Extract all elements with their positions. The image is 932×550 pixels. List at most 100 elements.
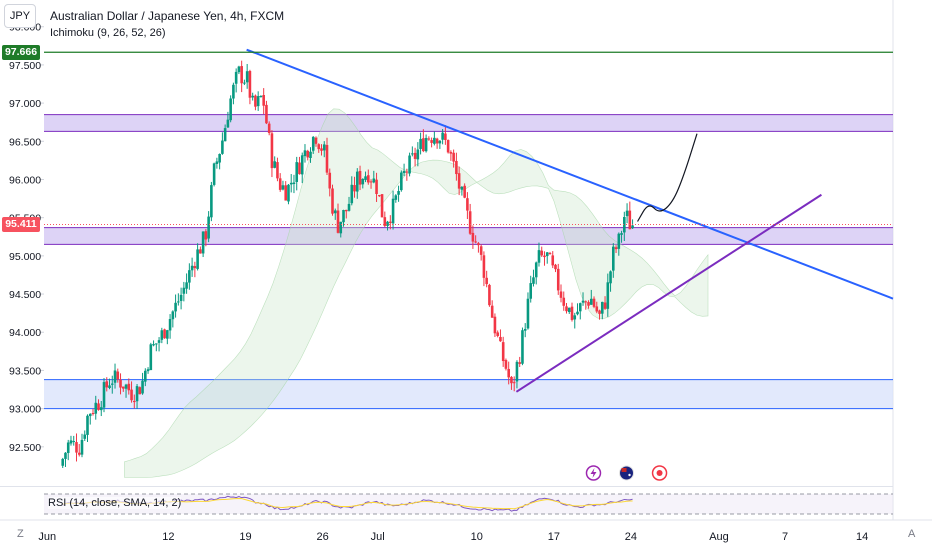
chart-title: Australian Dollar / Japanese Yen, 4h, FX… <box>50 9 285 23</box>
candle <box>171 310 175 328</box>
candle-body <box>427 138 431 140</box>
symbol-button[interactable]: JPY <box>4 4 36 28</box>
x-tick-label: 19 <box>239 531 251 543</box>
candle-body <box>419 138 422 149</box>
auto-scale-button[interactable]: A <box>908 528 916 540</box>
candle <box>386 220 389 231</box>
candle <box>477 241 480 253</box>
candle <box>391 190 395 230</box>
candle-body <box>551 255 555 266</box>
candle-body <box>460 186 464 190</box>
candle-body <box>119 379 122 388</box>
candle-body <box>523 328 527 331</box>
candle-body <box>488 284 491 306</box>
candle-body <box>540 250 544 256</box>
candle <box>270 130 274 178</box>
rsi-indicator-label[interactable]: RSI (14, close, SMA, 14, 2) <box>48 497 182 509</box>
candle <box>237 65 241 75</box>
candle-body <box>570 306 574 320</box>
candle <box>364 171 367 183</box>
candle-body <box>625 210 629 217</box>
candle-body <box>328 172 332 189</box>
candle-body <box>160 330 164 340</box>
candle-body <box>234 71 238 84</box>
candle <box>576 303 579 316</box>
candle <box>578 302 582 320</box>
candle-body <box>61 458 65 466</box>
candle-body <box>141 380 144 394</box>
candle <box>460 186 464 196</box>
candle <box>521 327 524 366</box>
candle <box>623 211 626 241</box>
candle-body <box>278 178 282 190</box>
y-tick-label: 94.000 <box>9 327 41 339</box>
candle-body <box>493 316 497 334</box>
x-tick-label: 24 <box>625 531 637 543</box>
candle <box>245 63 249 89</box>
candle <box>405 168 409 181</box>
candle <box>584 300 588 310</box>
ichimoku-indicator-label[interactable]: Ichimoku (9, 26, 52, 26) <box>50 27 166 39</box>
candle-body <box>499 336 502 342</box>
candle-body <box>344 209 348 212</box>
candle <box>424 134 428 153</box>
y-tick-label: 93.000 <box>9 404 41 416</box>
y-tick-label: 97.000 <box>9 98 41 110</box>
candle-body <box>179 294 183 301</box>
candle <box>565 302 568 314</box>
candle-body <box>606 282 610 309</box>
candle-body <box>254 95 257 107</box>
candle <box>99 400 103 417</box>
candle-body <box>526 298 530 329</box>
candle <box>127 378 131 395</box>
high-price-tag: 97.666 <box>2 44 40 60</box>
candle <box>273 156 276 169</box>
candle <box>80 433 84 458</box>
y-tick-label: 96.000 <box>9 174 41 186</box>
candle <box>276 157 279 182</box>
candle-body <box>366 175 370 183</box>
candle-body <box>245 71 249 83</box>
candle <box>210 181 213 222</box>
candle <box>430 137 433 148</box>
candle <box>416 142 420 167</box>
candle-body <box>534 262 538 278</box>
candle-body <box>322 144 326 151</box>
candle <box>320 144 323 156</box>
candle <box>446 139 450 154</box>
candle <box>66 439 70 461</box>
candle <box>350 176 354 206</box>
candle-body <box>490 305 494 318</box>
candle-body <box>121 386 125 389</box>
timezone-button[interactable]: Z <box>17 528 24 540</box>
candle-body <box>276 162 279 179</box>
candle <box>592 296 596 309</box>
candle <box>361 178 365 189</box>
candle-body <box>510 376 513 384</box>
candle-body <box>350 184 354 204</box>
candle <box>141 372 144 395</box>
candle-body <box>444 133 447 140</box>
candle-body <box>515 361 519 382</box>
candle-body <box>587 302 590 306</box>
candles <box>61 60 634 469</box>
candle <box>540 246 544 257</box>
candle-body <box>548 253 552 255</box>
candle-body <box>518 362 522 364</box>
candle <box>138 386 142 395</box>
candle-body <box>303 150 307 157</box>
candle-body <box>273 161 276 168</box>
candle-body <box>212 163 216 185</box>
candle <box>435 137 439 149</box>
candle-body <box>325 144 329 173</box>
candle-body <box>320 148 323 151</box>
candle <box>545 251 549 264</box>
candle <box>488 283 491 307</box>
candle <box>83 430 87 441</box>
candle-body <box>86 415 89 435</box>
candle-body <box>289 182 293 185</box>
candle <box>468 203 472 235</box>
candle <box>620 230 623 243</box>
